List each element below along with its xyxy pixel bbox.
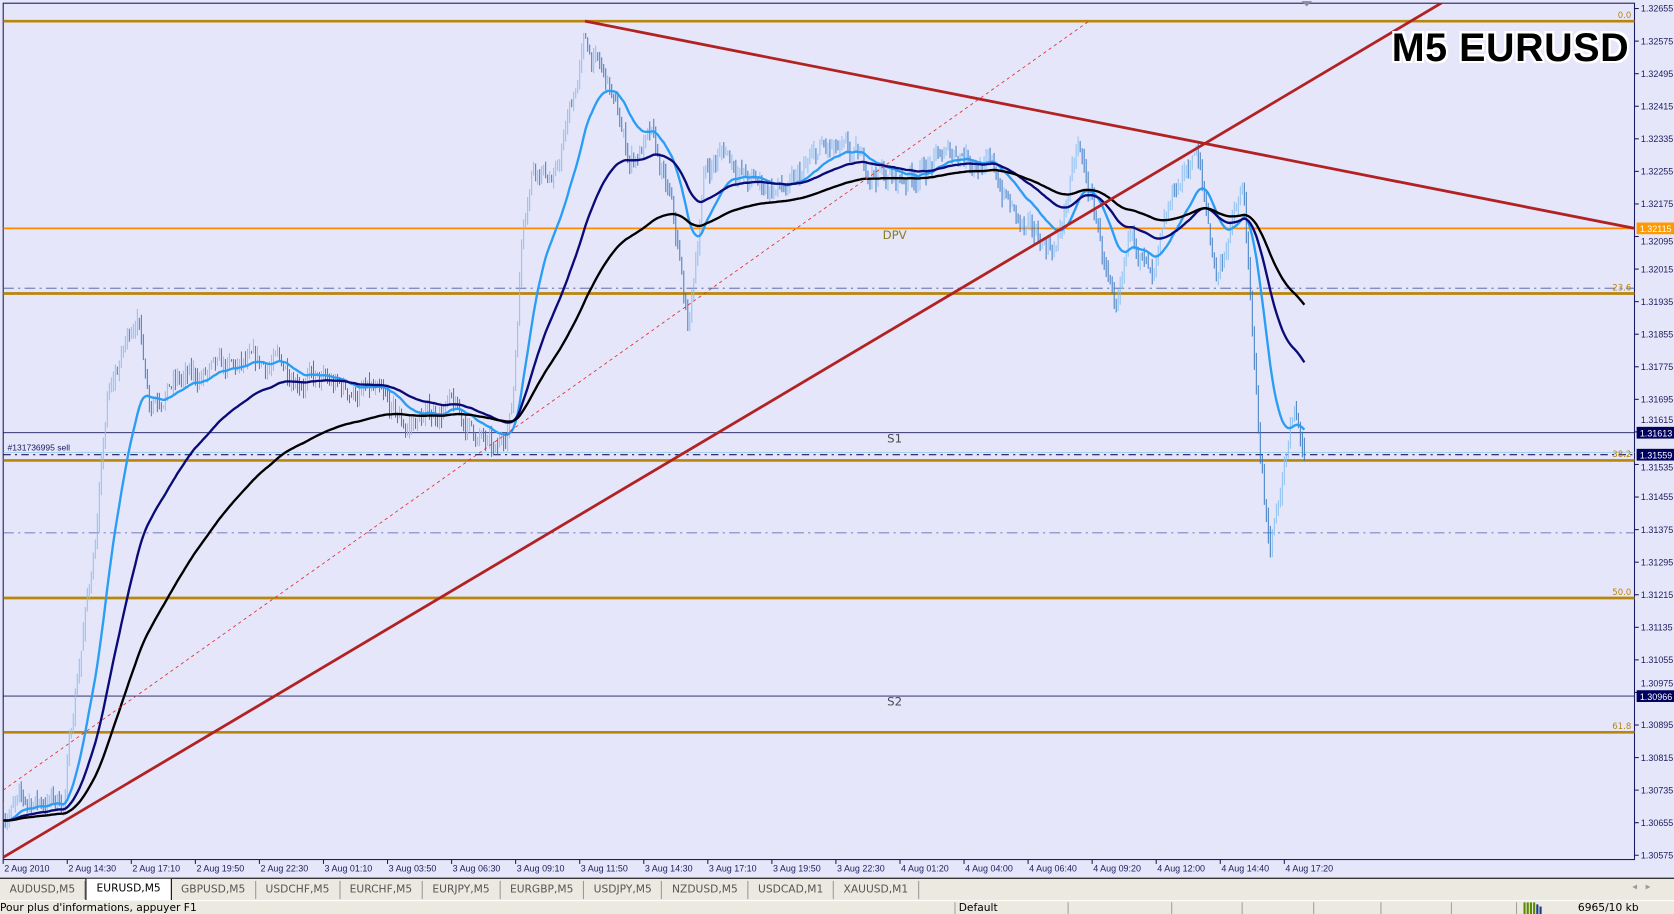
scroll-right-icon[interactable]: ▸ bbox=[1645, 881, 1660, 893]
time-tick-label: 4 Aug 17:20 bbox=[1285, 862, 1334, 874]
price-tick-label: 1.30735 bbox=[1641, 785, 1673, 795]
price-tick-label: 1.32415 bbox=[1641, 101, 1673, 111]
price-tick-label: 1.30655 bbox=[1641, 818, 1673, 828]
price-tick-label: 1.31775 bbox=[1641, 362, 1673, 372]
price-tick-label: 1.32655 bbox=[1641, 4, 1673, 14]
tab-eurgbp-m5[interactable]: EURGBP,M5 bbox=[500, 880, 585, 900]
price-tick-label: 1.31535 bbox=[1641, 463, 1673, 473]
status-bar: Pour plus d'informations, appuyer F1 Def… bbox=[0, 900, 1674, 914]
trendline-ascending[interactable] bbox=[3, 0, 1446, 859]
chart-tabs: AUDUSD,M5 EURUSD,M5 GBPUSD,M5 USDCHF,M5 EURC… bbox=[0, 877, 1674, 902]
time-tick-label: 3 Aug 19:50 bbox=[772, 862, 821, 874]
fib-23.6-label: 23.6 bbox=[1612, 283, 1631, 293]
tab-scroll-buttons[interactable]: ◂▸ bbox=[1632, 882, 1659, 893]
chart-title: M5 EURUSD bbox=[1391, 25, 1630, 70]
support-s2-price-box bbox=[1636, 690, 1674, 702]
tab-eurjpy-m5[interactable]: EURJPY,M5 bbox=[423, 880, 501, 900]
fib-0-label: 0.0 bbox=[1618, 11, 1632, 21]
time-tick-label: 2 Aug 14:30 bbox=[68, 862, 117, 874]
time-tick-label: 4 Aug 09:20 bbox=[1093, 862, 1141, 874]
price-tick-label: 1.31855 bbox=[1641, 329, 1673, 339]
time-tick-label: 2 Aug 2010 bbox=[4, 862, 50, 874]
time-tick-label: 4 Aug 06:40 bbox=[1029, 862, 1077, 874]
pivot-dpv-label: DPV bbox=[883, 228, 907, 242]
price-tick-label: 1.32495 bbox=[1641, 69, 1673, 79]
time-tick-label: 4 Aug 01:20 bbox=[901, 862, 949, 874]
ma-slow-line[interactable] bbox=[3, 168, 1306, 822]
tab-audusd-m5[interactable]: AUDUSD,M5 bbox=[0, 880, 86, 900]
price-tick-label: 1.32335 bbox=[1641, 134, 1673, 144]
fib-38.2-label: 38.2 bbox=[1612, 450, 1631, 460]
price-tick-label: 1.30975 bbox=[1641, 678, 1673, 688]
time-tick-label: 2 Aug 19:50 bbox=[196, 862, 245, 874]
support-s1-price-box bbox=[1636, 426, 1674, 439]
time-tick-label: 4 Aug 12:00 bbox=[1157, 862, 1206, 874]
price-tick-label: 1.32175 bbox=[1641, 199, 1673, 209]
tab-gbpusd-m5[interactable]: GBPUSD,M5 bbox=[171, 880, 256, 900]
support-s2-price-label: 1.30966 bbox=[1640, 692, 1672, 702]
status-help-text: Pour plus d'informations, appuyer F1 bbox=[0, 902, 197, 914]
tab-xauusd-m1[interactable]: XAUUSD,M1 bbox=[834, 880, 919, 900]
order-line-price-label: 1.31559 bbox=[1640, 450, 1672, 460]
price-tick-label: 1.32255 bbox=[1641, 167, 1673, 177]
time-tick-label: 2 Aug 17:10 bbox=[132, 862, 181, 874]
time-tick-label: 3 Aug 03:50 bbox=[388, 862, 437, 874]
price-tick-label: 1.30895 bbox=[1641, 720, 1673, 730]
price-tick-label: 1.31615 bbox=[1641, 415, 1673, 425]
price-tick-label: 1.31295 bbox=[1641, 557, 1673, 567]
ma-fast-line[interactable] bbox=[3, 89, 1306, 822]
tab-usdjpy-m5[interactable]: USDJPY,M5 bbox=[584, 880, 663, 900]
status-profile[interactable]: Default bbox=[958, 902, 998, 914]
price-tick-label: 1.31055 bbox=[1641, 655, 1673, 665]
tab-usdcad-m1[interactable]: USDCAD,M1 bbox=[748, 880, 834, 900]
time-tick-label: 4 Aug 14:40 bbox=[1221, 862, 1270, 874]
support-s2-label: S2 bbox=[887, 695, 902, 709]
plot-area[interactable] bbox=[2, 2, 1636, 861]
tab-usdchf-m5[interactable]: USDCHF,M5 bbox=[256, 880, 341, 900]
time-tick-label: 3 Aug 06:30 bbox=[452, 862, 501, 874]
price-tick-label: 1.31695 bbox=[1641, 395, 1673, 405]
scroll-left-icon[interactable]: ◂ bbox=[1632, 881, 1646, 893]
chart-shift-marker-icon[interactable] bbox=[1301, 1, 1313, 7]
price-chart[interactable]: 0.0 DPV 23.6 S1 #131736995 sell 38.2 50.0 S2 61.… bbox=[0, 0, 1674, 878]
tab-eurchf-m5[interactable]: EURCHF,M5 bbox=[340, 880, 423, 900]
price-tick-label: 1.32015 bbox=[1641, 264, 1673, 274]
time-tick-label: 2 Aug 22:30 bbox=[260, 862, 309, 874]
time-tick-label: 3 Aug 22:30 bbox=[836, 862, 885, 874]
time-tick-label: 3 Aug 17:10 bbox=[708, 862, 757, 874]
price-tick-label: 1.30575 bbox=[1641, 850, 1673, 860]
order-line-price-box bbox=[1636, 448, 1674, 461]
price-tick-label: 1.31135 bbox=[1641, 623, 1673, 633]
support-s1-label: S1 bbox=[887, 431, 902, 445]
trendline-descending[interactable] bbox=[584, 19, 1635, 230]
price-tick-label: 1.32095 bbox=[1641, 236, 1673, 246]
tab-nzdusd-m5[interactable]: NZDUSD,M5 bbox=[662, 880, 749, 900]
time-tick-label: 3 Aug 01:10 bbox=[324, 862, 373, 874]
price-tick-label: 1.31455 bbox=[1641, 492, 1673, 502]
price-tick-label: 1.30815 bbox=[1641, 753, 1673, 763]
price-tick-label: 1.31935 bbox=[1641, 297, 1673, 307]
price-tick-label: 1.32575 bbox=[1641, 36, 1673, 46]
ma-mid-line[interactable] bbox=[3, 153, 1306, 822]
time-tick-label: 4 Aug 04:00 bbox=[965, 862, 1013, 874]
tab-eurusd-m5[interactable]: EURUSD,M5 bbox=[85, 878, 172, 902]
price-tick-label: 1.31215 bbox=[1641, 590, 1673, 600]
time-tick-label: 3 Aug 09:10 bbox=[516, 862, 565, 874]
status-traffic: 6965/10 kb bbox=[1577, 902, 1639, 914]
time-tick-label: 3 Aug 14:30 bbox=[644, 862, 693, 874]
fib-61.8-label: 61.8 bbox=[1612, 722, 1631, 732]
connection-bars-icon[interactable] bbox=[1523, 902, 1544, 914]
pivot-dpv-price-label: 1.32115 bbox=[1640, 224, 1672, 234]
support-s1-price-label: 1.31613 bbox=[1640, 428, 1672, 438]
trendline-dotted[interactable] bbox=[3, 20, 1090, 791]
pivot-dpv-price-box bbox=[1636, 222, 1674, 235]
order-line-label: #131736995 sell bbox=[7, 442, 70, 452]
time-tick-label: 3 Aug 11:50 bbox=[580, 862, 628, 874]
fib-50.0-label: 50.0 bbox=[1612, 588, 1631, 598]
price-tick-label: 1.31375 bbox=[1641, 525, 1673, 535]
